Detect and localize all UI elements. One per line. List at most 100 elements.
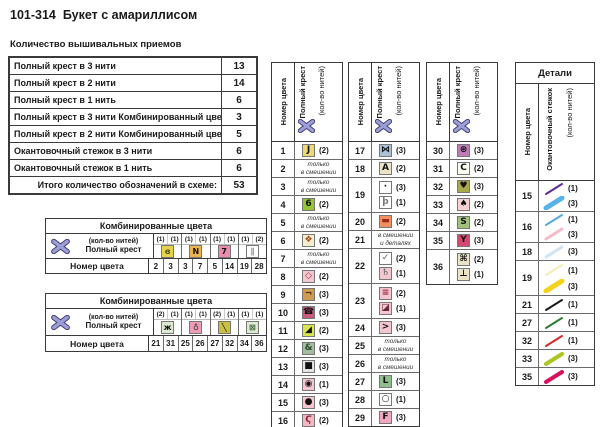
legend-row: 26 только в смешении: [349, 355, 419, 373]
summary-row: Полный крест в 2 нити Комбинированный цв…: [10, 126, 256, 143]
color-number: 21: [149, 336, 164, 351]
legend-column-header: Номер цвета Полный крест (кол-во нитей): [427, 63, 497, 142]
combined-group-symbol-cell: ж: [154, 320, 181, 335]
color-number: 3: [164, 259, 179, 273]
legend-row: 15 ● (3): [272, 394, 342, 412]
thread-count: (1): [154, 234, 169, 244]
symbol-cell: ◪ (1): [372, 302, 419, 315]
details-row: 27 (1): [516, 314, 594, 332]
stitch-symbol: ◢: [302, 324, 315, 337]
thread-count: (2): [154, 309, 169, 319]
combined-group: (1) (2) ∥: [238, 234, 266, 258]
legend-row-cells: > (3): [372, 319, 419, 336]
legend-row-cells: ◉ (1): [295, 376, 342, 393]
legend-row-cells: только в смешении: [295, 214, 342, 231]
details-row: 19 (1) (3): [516, 261, 594, 296]
combined-group: (2) (1) ╲: [210, 309, 239, 335]
details-row: 33 (3): [516, 350, 594, 368]
edge-stitch-label: Окантовочный стежок: [545, 88, 554, 171]
legend-row-cells: ▬ (2): [372, 213, 419, 230]
thread-count: (1): [568, 300, 578, 309]
color-number-header-cell: Номер цвета: [427, 63, 450, 141]
details-legend-column: Детали Номер цвета Окантовочный стежок (кол…: [515, 62, 595, 386]
thread-count: (3): [396, 377, 406, 386]
symbol-cell: ⊛ (3): [450, 144, 497, 157]
legend-row-cells: только в смешении: [372, 337, 419, 354]
stitch-symbol: ◉: [302, 378, 315, 391]
legend-row-cells: ⌘ (2) ⊥ (1): [450, 250, 497, 284]
legend-row: 35 Y (3): [427, 232, 497, 250]
edge-stitch-sample: (3): [539, 279, 594, 293]
thread-count: (3): [396, 146, 406, 155]
thread-count: (1): [211, 234, 225, 244]
symbol-cell: ¬ (3): [295, 288, 342, 301]
thread-count: (1): [396, 269, 406, 278]
combined-numbers-row: Номер цвета 2 3 3 7 5 14 19 28: [46, 259, 266, 273]
thread-count: (1): [227, 235, 236, 243]
color-number: 27: [208, 336, 223, 351]
thread-count: (3): [319, 344, 329, 353]
stitch-symbol: ⊠: [245, 321, 259, 334]
combined-group-symbol-cell: ⊠: [239, 320, 266, 335]
legend-row: 18 A (2): [349, 160, 419, 178]
color-number: 19: [238, 259, 253, 273]
stitch-header-cell: Полный крест (кол-во нитей): [295, 63, 342, 141]
legend-row-cells: только в смешении: [295, 178, 342, 195]
thread-count: (3): [319, 398, 329, 407]
thread-count: (1): [568, 184, 578, 194]
edge-stitch-line-sample: [545, 334, 563, 347]
legend-row: 6 ❖ (2): [272, 232, 342, 250]
combined-colors-title: Комбинированные цвета: [46, 294, 266, 309]
color-number: 24: [349, 319, 372, 336]
edge-stitch-line-sample: [545, 298, 563, 311]
stitch-symbol: ◪: [379, 302, 392, 315]
summary-row-value: 13: [233, 60, 245, 72]
combined-group: (1) (1) ⊠: [238, 309, 266, 335]
legend-row-cells: ♠ (2): [450, 196, 497, 213]
legend-row-cells: только в смешении: [372, 355, 419, 372]
thread-count: (1): [568, 318, 578, 327]
legend-row-cells: F (3): [372, 409, 419, 426]
combined-group: (1) (1) ɞ: [154, 234, 183, 258]
color-number: 35: [516, 368, 539, 385]
legend-row-cells: ¬ (3): [295, 286, 342, 303]
thread-count: (1): [239, 234, 253, 244]
thread-count: (1): [319, 380, 329, 389]
edge-stitch-line-sample: [544, 227, 564, 241]
thread-count: (2): [396, 254, 406, 263]
combined-group-symbol-cell: ╲: [211, 320, 238, 335]
color-number: 3: [179, 259, 194, 273]
symbol-cell: ❖ (2): [295, 234, 342, 247]
stitch-symbol: ♠: [457, 198, 470, 211]
color-number: 33: [516, 350, 539, 367]
color-number: 34: [427, 214, 450, 231]
color-number: 28: [349, 391, 372, 408]
color-number: 33: [427, 196, 450, 213]
stitch-symbol: 7: [217, 245, 231, 258]
legend-row: 36 ⌘ (2) ⊥ (1): [427, 250, 497, 284]
details-row-cells: (3): [539, 350, 594, 367]
symbol-cell: Y (3): [450, 234, 497, 247]
stitch-symbol: ☎: [302, 306, 315, 319]
color-number-label: Номер цвета: [522, 108, 532, 156]
color-number-label: Номер цвета: [278, 78, 288, 126]
legend-row: 24 > (3): [349, 319, 419, 337]
edge-stitch-sample: (3): [539, 245, 594, 259]
stitch-symbol: J: [302, 144, 315, 157]
edge-stitch-line-sample: [544, 369, 564, 384]
color-number: 26: [193, 336, 208, 351]
full-cross-stitch-icon: [51, 238, 70, 254]
stitch-symbol: L: [379, 375, 392, 388]
color-number-label: Номер цвета: [46, 336, 149, 351]
edge-stitch-line-sample: [543, 196, 565, 211]
legend-row: 19 · (3) þ (1): [349, 178, 419, 213]
mix-note: только в смешении: [300, 161, 337, 176]
summary-row-label: Полный крест в 1 нить: [10, 92, 222, 108]
color-number-label: Номер цвета: [433, 78, 443, 126]
legend-row-cells: ● (3): [295, 394, 342, 411]
legend-row: 22 ✓ (2) ♄ (1): [349, 249, 419, 284]
legend-row: 30 ⊛ (3): [427, 142, 497, 160]
thread-count: (1): [198, 235, 207, 243]
stitch-summary-table: Полный крест в 3 нити 13 Полный крест в 2 …: [8, 56, 258, 195]
stitch-symbol: ¬: [302, 288, 315, 301]
